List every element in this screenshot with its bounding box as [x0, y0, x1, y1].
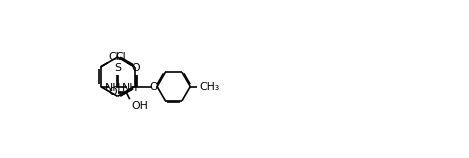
Text: Cl: Cl: [115, 52, 126, 62]
Text: O: O: [150, 82, 158, 91]
Text: CH₃: CH₃: [200, 82, 220, 91]
Text: O: O: [132, 63, 140, 73]
Text: OH: OH: [132, 101, 149, 111]
Text: Cl: Cl: [109, 52, 119, 62]
Text: NH: NH: [122, 83, 139, 93]
Text: NH: NH: [105, 83, 121, 93]
Text: O: O: [108, 87, 117, 97]
Text: S: S: [114, 63, 121, 73]
